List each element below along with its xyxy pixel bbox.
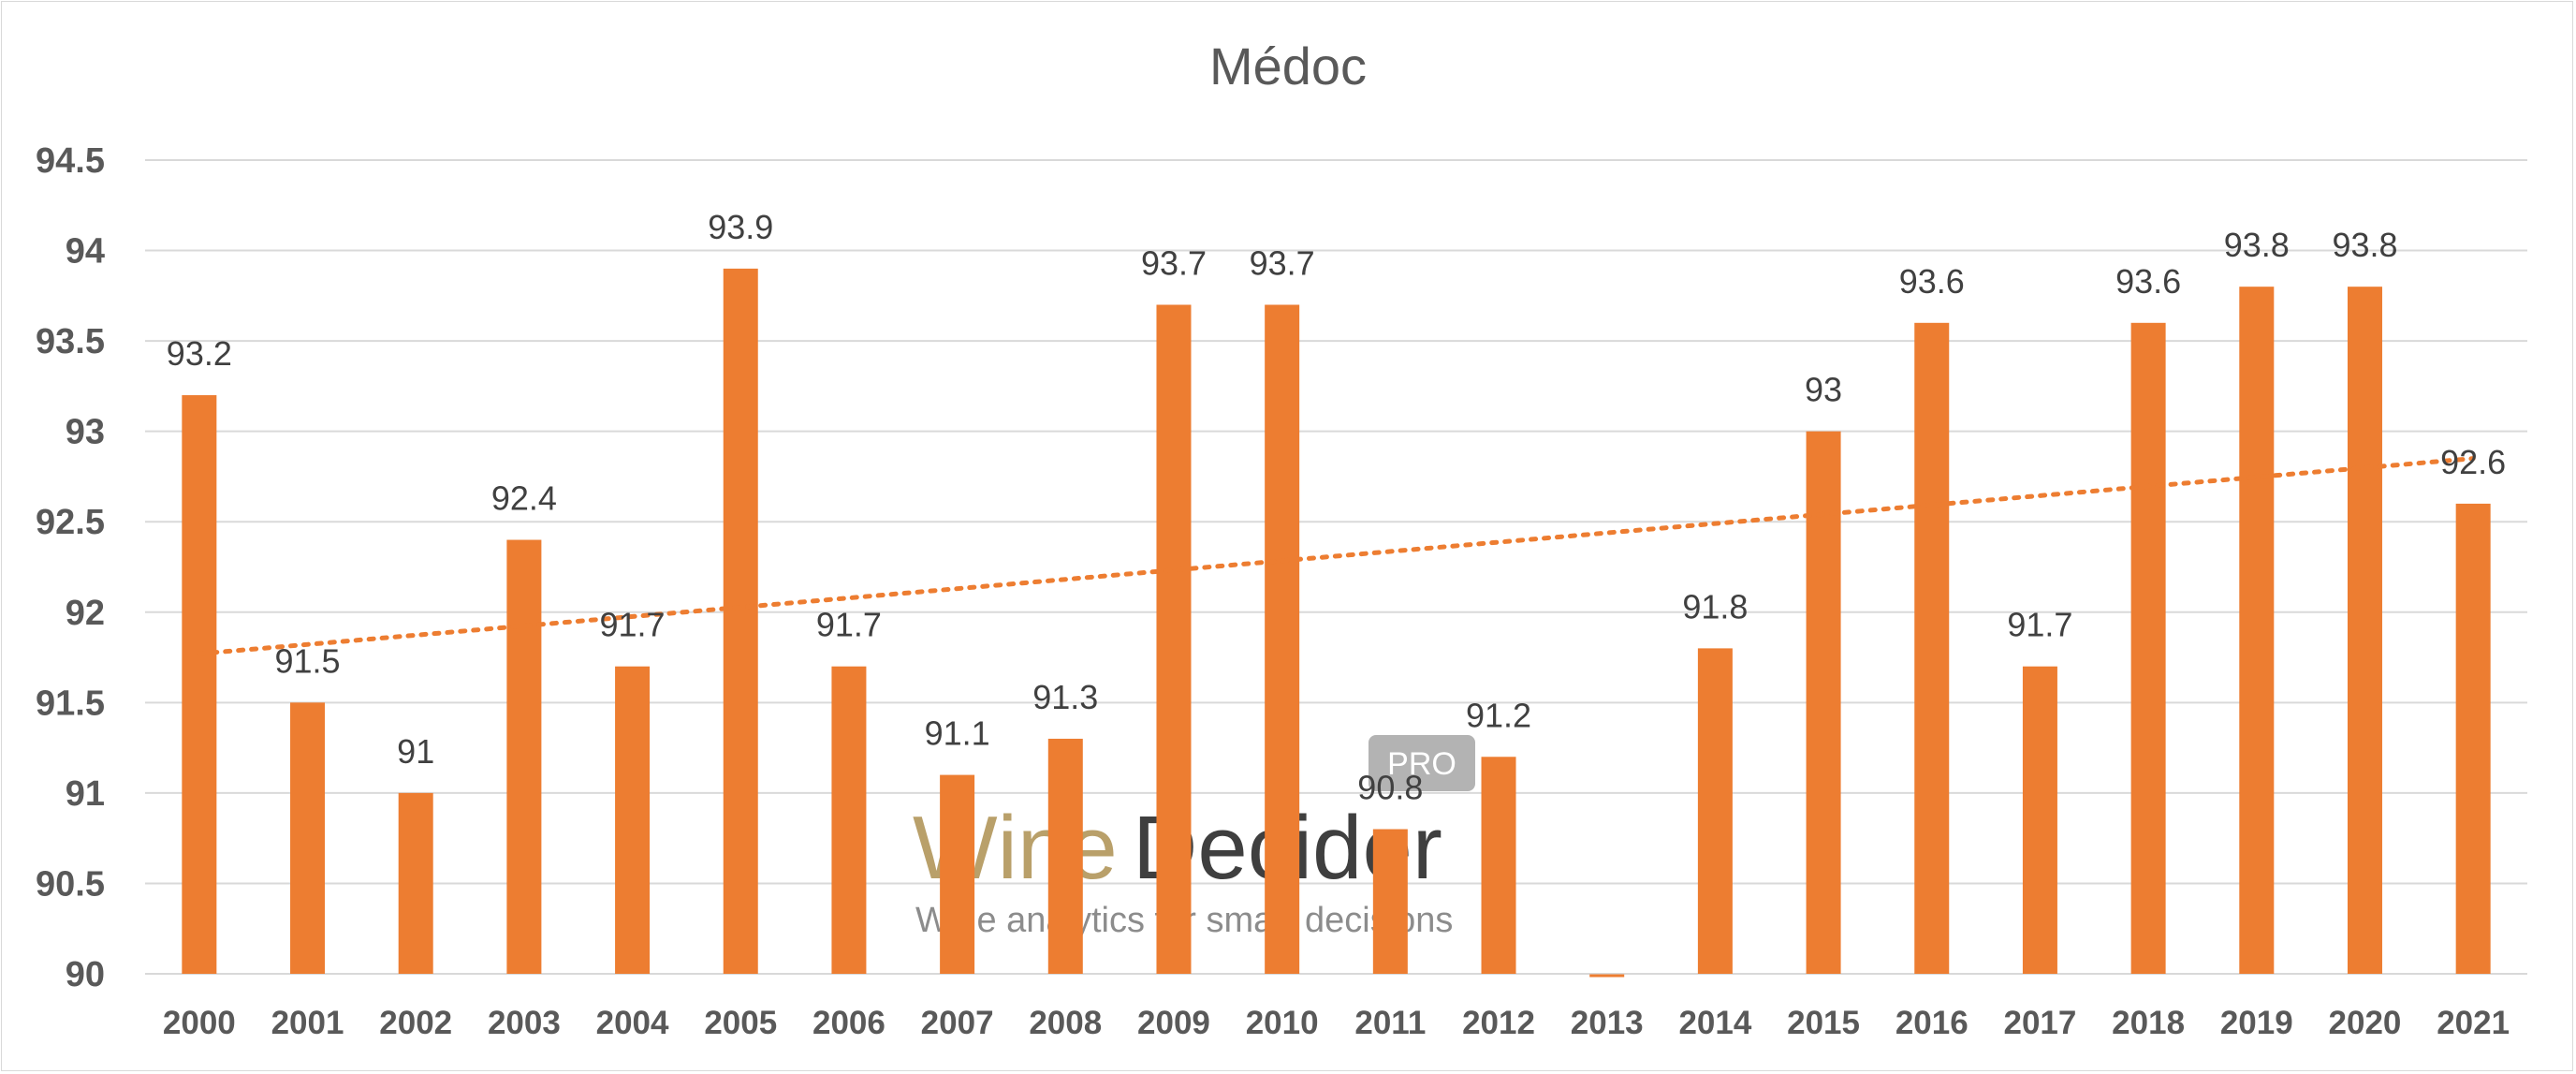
data-label: 93 xyxy=(1805,371,1842,409)
data-label: 92.4 xyxy=(491,479,557,518)
bar xyxy=(1806,431,1841,975)
x-tick-label: 2015 xyxy=(1787,1005,1860,1041)
data-label: 91.7 xyxy=(816,606,882,644)
y-axis-ticks: 90 90.5 91 91.5 92 92.5 93 93.5 94 94.5 xyxy=(36,141,105,994)
bar xyxy=(1047,738,1083,974)
bar xyxy=(2347,287,2382,975)
data-label: 93.6 xyxy=(2115,262,2181,301)
data-label: 91 xyxy=(397,732,434,771)
data-label: 93.9 xyxy=(708,208,773,246)
bar xyxy=(398,792,433,974)
x-tick-label: 2008 xyxy=(1029,1005,1102,1041)
data-label: 91.8 xyxy=(1682,587,1748,625)
trendline xyxy=(197,456,2476,656)
x-tick-label: 2020 xyxy=(2329,1005,2402,1041)
bar xyxy=(723,268,758,974)
watermark-pro-text: PRO xyxy=(1387,746,1456,782)
x-tick-label: 2009 xyxy=(1137,1005,1210,1041)
y-tick-label: 91.5 xyxy=(36,684,105,723)
y-tick-label: 94 xyxy=(66,232,105,272)
x-tick-label: 2000 xyxy=(163,1005,236,1041)
x-tick-label: 2013 xyxy=(1571,1005,1644,1041)
x-tick-label: 2001 xyxy=(271,1005,344,1041)
x-tick-label: 2002 xyxy=(379,1005,452,1041)
x-axis-ticks: 2000 2001 2002 2003 2004 2005 2006 2007 2008 2009… xyxy=(163,1005,2510,1041)
watermark-pro-badge xyxy=(1368,735,1475,791)
x-tick-label: 2003 xyxy=(488,1005,561,1041)
x-tick-label: 2014 xyxy=(1678,1005,1751,1041)
x-tick-label: 2011 xyxy=(1354,1005,1426,1041)
x-tick-label: 2017 xyxy=(2003,1005,2076,1041)
bar xyxy=(1697,648,1733,974)
bar xyxy=(2022,666,2057,974)
x-tick-label: 2004 xyxy=(596,1005,669,1041)
data-label: 90.8 xyxy=(1357,769,1423,807)
bar xyxy=(1372,829,1408,974)
data-label: 91.7 xyxy=(600,606,666,644)
gridlines xyxy=(145,159,2527,975)
chart-title: Médoc xyxy=(1208,37,1368,96)
x-tick-label: 2021 xyxy=(2437,1005,2510,1041)
y-tick-label: 93.5 xyxy=(36,322,105,361)
x-tick-label: 2006 xyxy=(812,1005,886,1041)
x-tick-label: 2018 xyxy=(2112,1005,2185,1041)
y-tick-label: 90 xyxy=(66,955,105,994)
bar-series xyxy=(182,268,2491,978)
bar xyxy=(1265,304,1300,974)
data-label: 91.5 xyxy=(274,641,340,680)
bar xyxy=(940,774,975,974)
data-label: 92.6 xyxy=(2440,443,2506,481)
data-label: 93.7 xyxy=(1141,243,1207,282)
x-tick-label: 2012 xyxy=(1462,1005,1535,1041)
bar xyxy=(290,702,326,974)
bar xyxy=(2455,503,2491,974)
y-tick-label: 92.5 xyxy=(36,503,105,542)
bar xyxy=(182,395,217,974)
y-tick-label: 91 xyxy=(66,774,105,814)
data-label: 93.7 xyxy=(1250,243,1315,282)
y-tick-label: 90.5 xyxy=(36,864,105,904)
bar xyxy=(1481,757,1516,974)
bar xyxy=(2130,322,2166,974)
data-label: 91.3 xyxy=(1032,678,1098,716)
data-labels: 93.2 91.5 91 92.4 91.7 93.9 91.7 91.1 91.3 93.7 93… xyxy=(167,208,2506,807)
data-label: 93.2 xyxy=(167,334,232,373)
data-label: 93.8 xyxy=(2332,226,2397,264)
data-label: 91.1 xyxy=(925,714,990,753)
bar xyxy=(1914,322,1950,974)
x-tick-label: 2016 xyxy=(1895,1005,1969,1041)
bar xyxy=(506,539,542,974)
data-label: 91.2 xyxy=(1466,696,1531,734)
data-label: 91.7 xyxy=(2007,606,2072,644)
x-tick-label: 2007 xyxy=(921,1005,994,1041)
y-tick-label: 93 xyxy=(66,413,105,452)
x-tick-label: 2005 xyxy=(704,1005,777,1041)
bar xyxy=(615,666,651,974)
data-label: 93.8 xyxy=(2224,226,2290,264)
y-tick-label: 94.5 xyxy=(36,141,105,181)
y-tick-label: 92 xyxy=(66,594,105,633)
bar xyxy=(2239,287,2275,975)
x-tick-label: 2019 xyxy=(2220,1005,2293,1041)
trendline-path xyxy=(197,456,2476,656)
x-tick-label: 2010 xyxy=(1246,1005,1319,1041)
data-label: 93.6 xyxy=(1899,262,1965,301)
bar xyxy=(1156,304,1192,974)
bar xyxy=(831,666,867,974)
